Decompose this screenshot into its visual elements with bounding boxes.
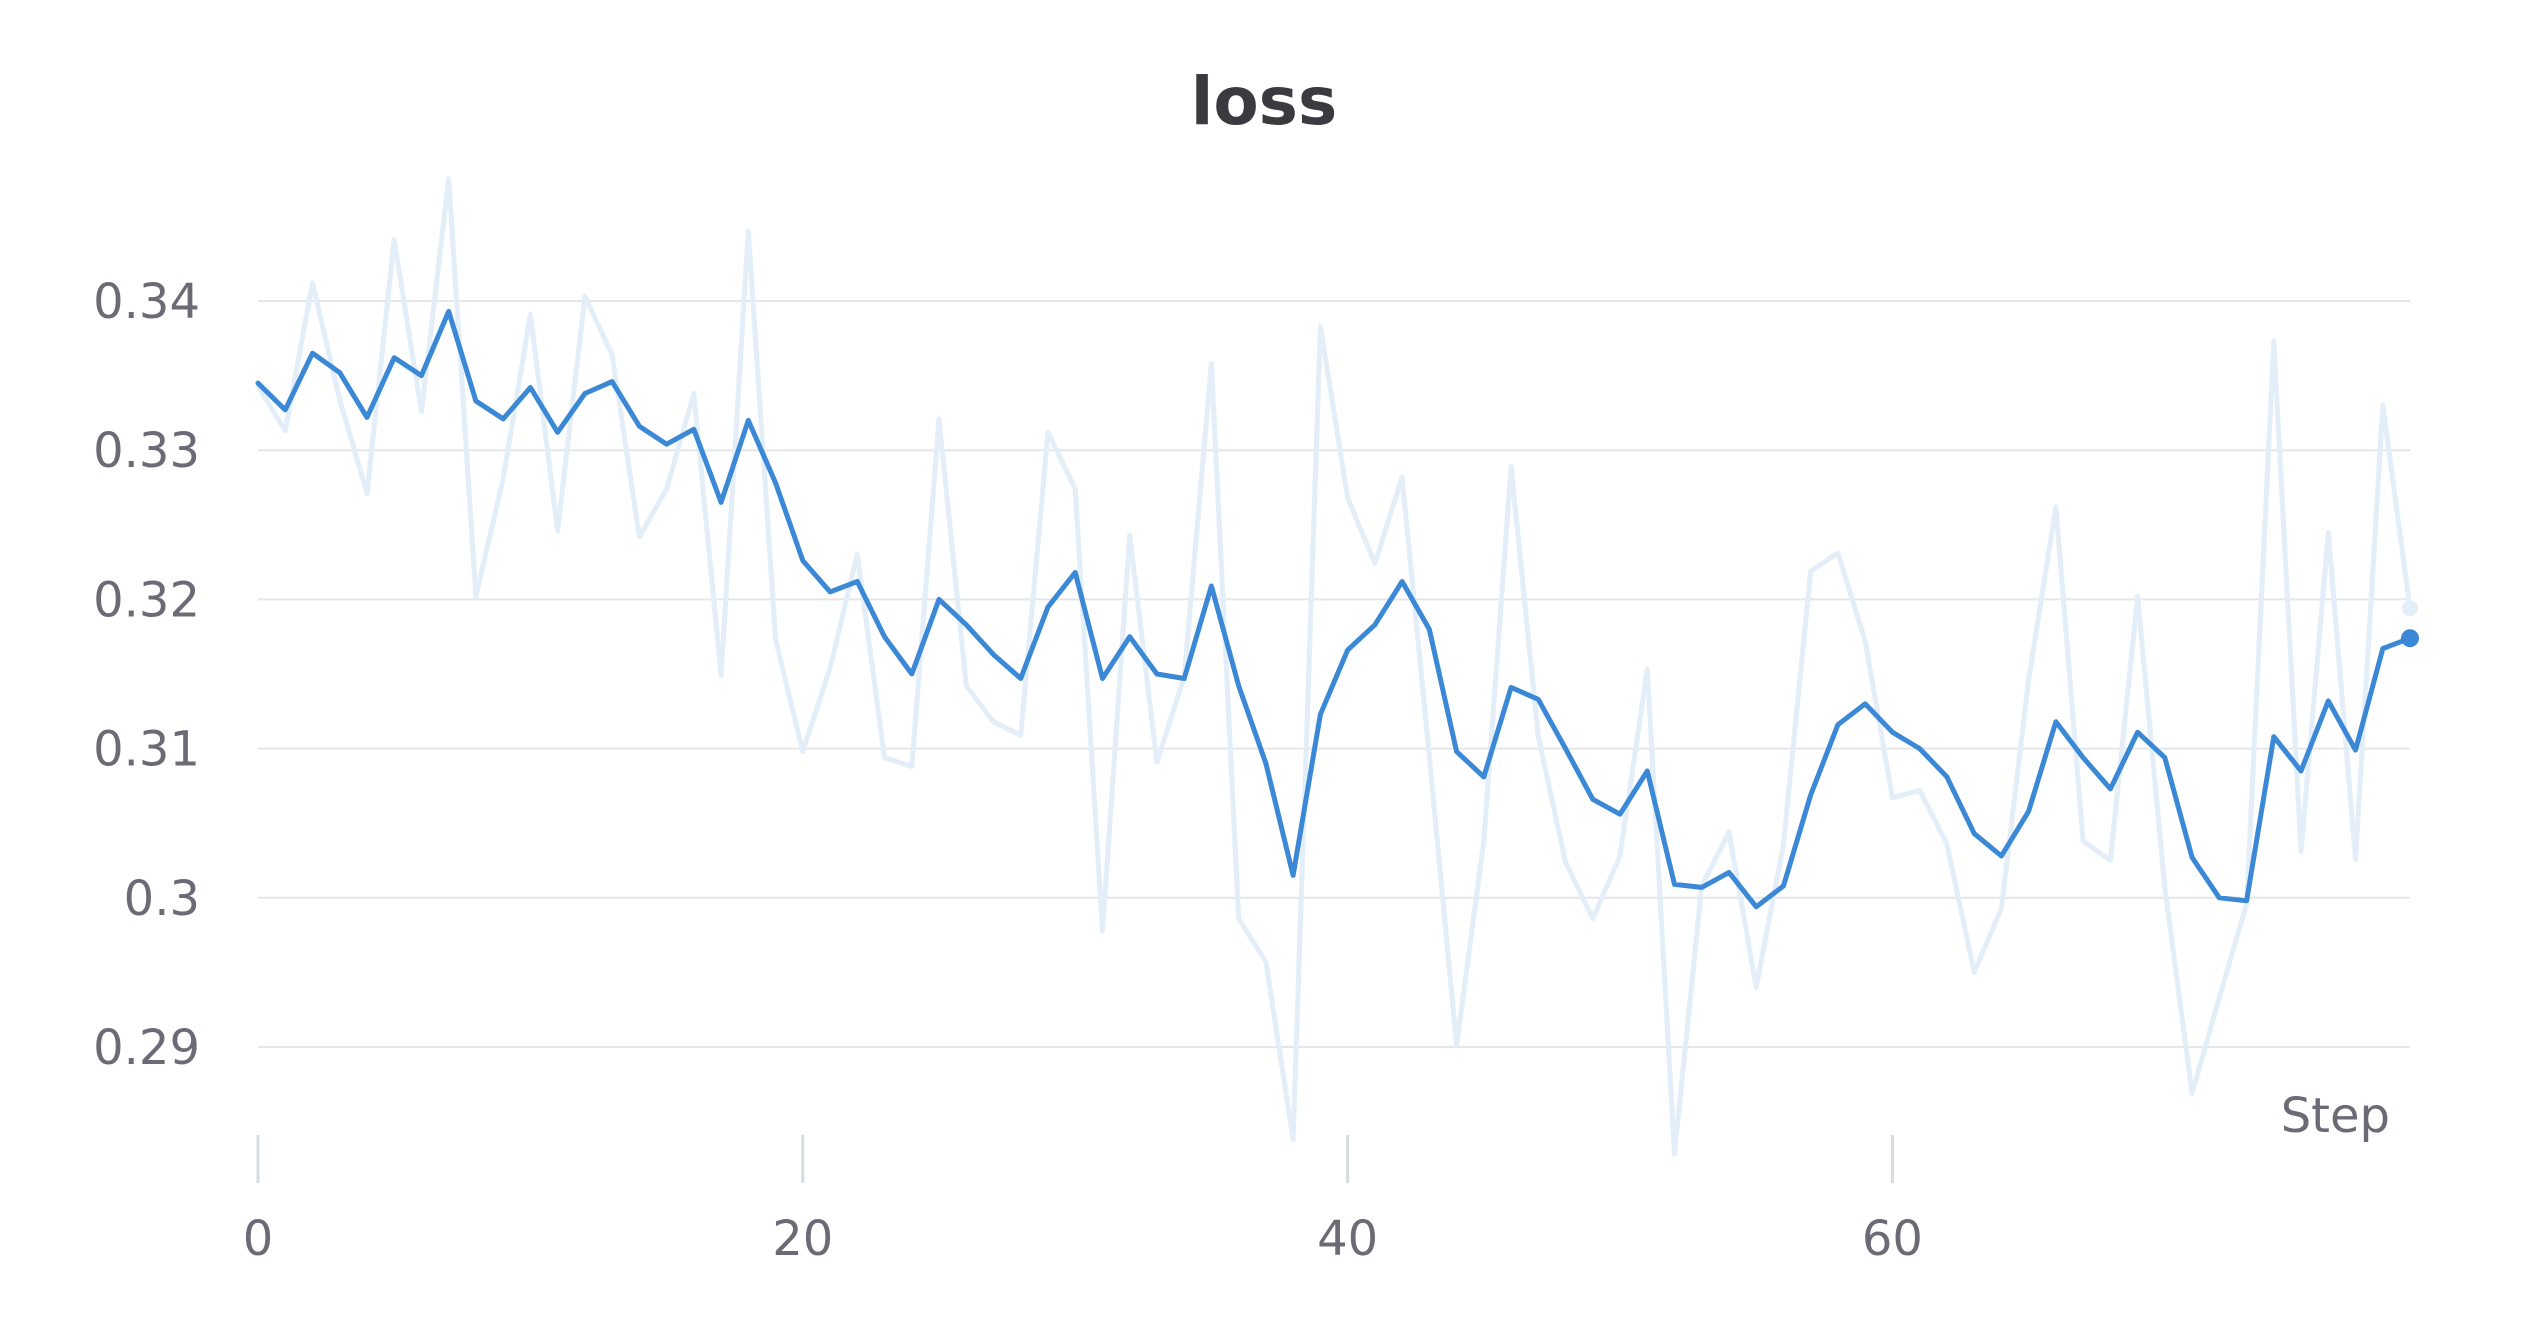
series-lines: [255, 176, 2419, 1157]
x-tick-label: 20: [772, 1211, 833, 1267]
y-tick-label: 0.31: [93, 722, 200, 778]
x-axis-tick-labels: 0 20 40 60: [243, 1211, 1923, 1267]
y-tick-label: 0.33: [93, 423, 200, 479]
y-tick-label: 0.29: [93, 1020, 200, 1076]
y-tick-label: 0.34: [93, 274, 200, 330]
smoothed-loss-line: [255, 308, 2413, 910]
chart-title: loss: [1191, 63, 1338, 140]
x-tick-label: 0: [243, 1211, 274, 1267]
x-axis-label: Step: [2281, 1088, 2390, 1144]
smoothed-loss-endpoint: [2401, 629, 2419, 648]
y-axis-tick-labels: 0.29 0.3 0.31 0.32 0.33 0.34: [93, 274, 200, 1076]
x-tick-label: 60: [1862, 1211, 1923, 1267]
y-gridlines: [258, 300, 2410, 1048]
y-tick-label: 0.3: [124, 871, 200, 927]
raw-loss-line: [255, 176, 2413, 1157]
x-tick-label: 40: [1317, 1211, 1378, 1267]
x-axis-ticks: [256, 1135, 1894, 1183]
y-tick-label: 0.32: [93, 572, 200, 628]
raw-loss-endpoint: [2402, 600, 2418, 617]
